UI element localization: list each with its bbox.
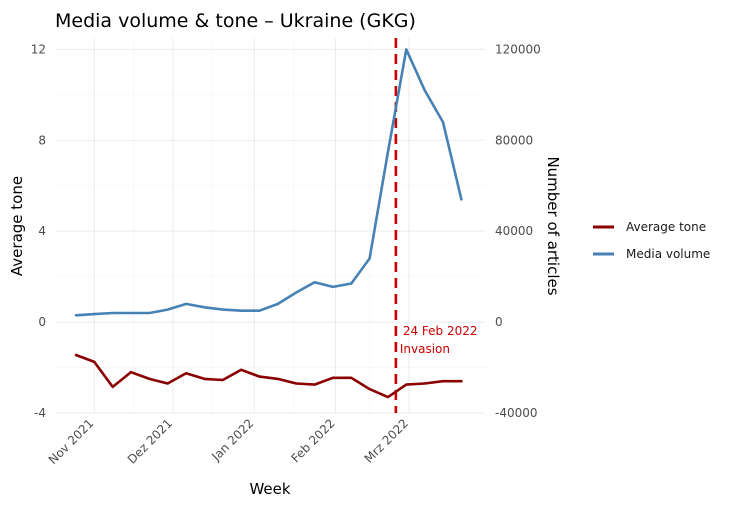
y-right-tick-label: 40000: [495, 224, 533, 238]
chart-title: Media volume & tone – Ukraine (GKG): [55, 10, 416, 32]
annotation-layer: 24 Feb 2022 Invasion: [400, 324, 478, 356]
x-tick-label: Mrz 2022: [362, 416, 411, 465]
x-tick-label: Feb 2022: [288, 416, 337, 465]
y-right-tick-label: -40000: [495, 406, 538, 420]
y-right-tick-label: 80000: [495, 133, 533, 147]
y-axis-left-title: Average tone: [8, 176, 26, 276]
series-line-media-volume: [74, 48, 463, 317]
y-left-tick-label: 8: [38, 133, 46, 147]
legend-label-average-tone: Average tone: [626, 220, 706, 234]
y-left-tick-label: 0: [38, 315, 46, 329]
series-layer: [74, 48, 463, 399]
annotation-date: 24 Feb 2022: [403, 324, 478, 338]
y-left-tick-label: 12: [31, 42, 46, 56]
x-tick-label: Dez 2021: [125, 416, 175, 466]
grid: [55, 38, 485, 414]
legend-label-media-volume: Media volume: [626, 247, 710, 261]
series-line-average-tone: [74, 353, 463, 399]
y-right-tick-label: 0: [495, 315, 503, 329]
y-left-tick-label: -4: [34, 406, 46, 420]
y-axis-right-title: Number of articles: [544, 156, 562, 295]
annotation-label: Invasion: [400, 342, 450, 356]
y-right-tick-label: 120000: [495, 42, 541, 56]
x-axis-title: Week: [249, 480, 290, 498]
legend: Average tone Media volume: [593, 220, 710, 261]
y-left-tick-label: 4: [38, 224, 46, 238]
axes-layer: -4 0 4 8 12 -40000 0 40000 80000 120000 Nov 2021 De…: [31, 42, 541, 467]
x-tick-label: Nov 2021: [46, 416, 97, 467]
x-tick-label: Jan 2022: [208, 416, 256, 464]
